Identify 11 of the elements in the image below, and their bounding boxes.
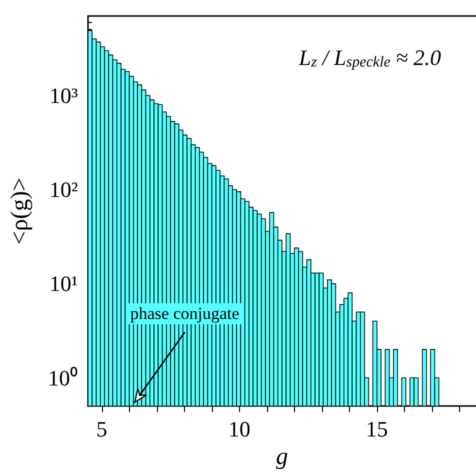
y-tick-label: 10⁰ — [48, 365, 78, 390]
x-axis-title: g — [276, 444, 288, 470]
annotation: phase conjugate — [130, 304, 240, 324]
x-tick-label: 5 — [96, 416, 108, 442]
y-tick-label: 10² — [49, 177, 78, 202]
y-tick-label: 10³ — [49, 83, 78, 108]
x-tick-label: 10 — [228, 416, 250, 442]
text: Lz / Lspeckle ≈ 2.0 — [298, 45, 442, 70]
y-tick-label: 10¹ — [49, 271, 78, 296]
x-tick-label: 15 — [366, 416, 388, 442]
y-axis-title: <ρ(g)> — [7, 178, 33, 245]
